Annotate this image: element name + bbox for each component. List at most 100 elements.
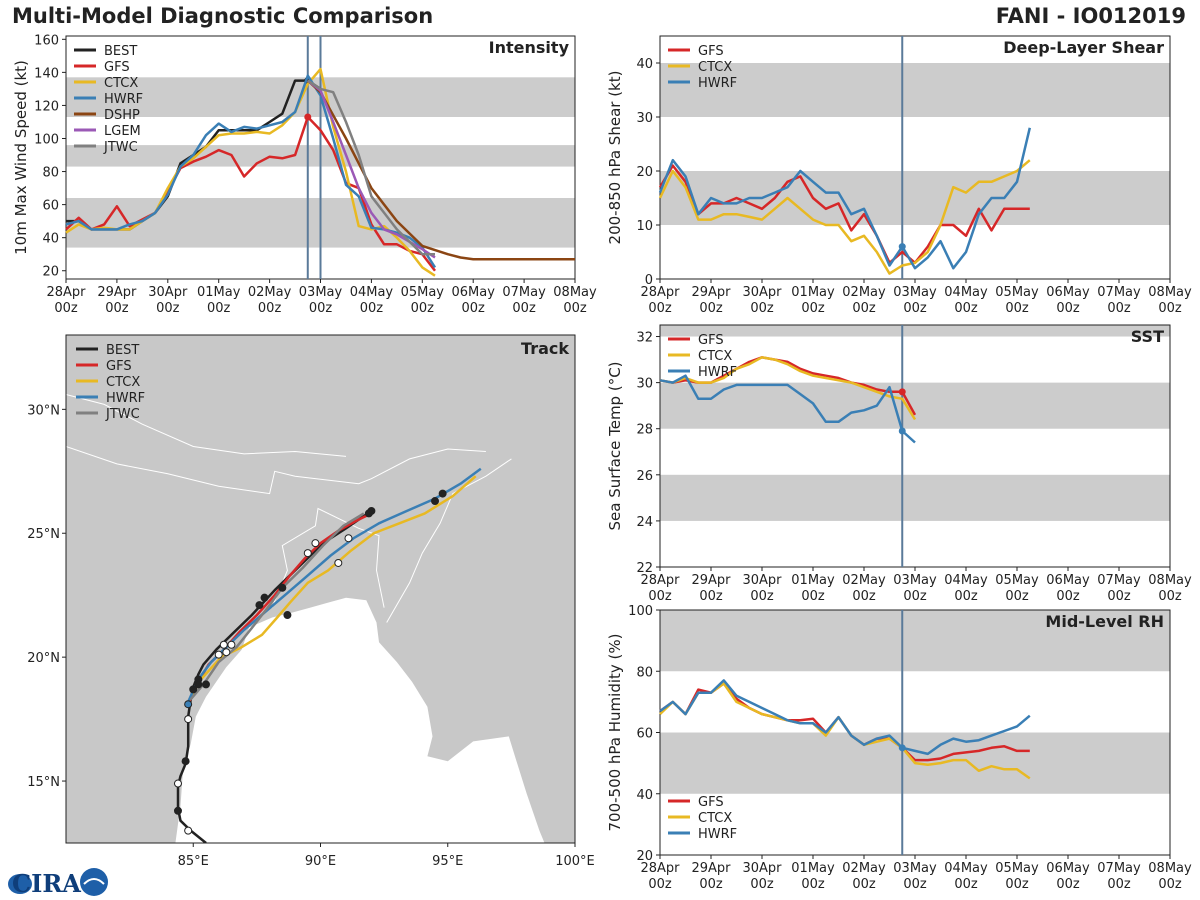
sst-ytick-label: 24 xyxy=(636,515,653,530)
intensity-xtick-sublabel: 00z xyxy=(105,301,129,316)
shear-xtick-sublabel: 00z xyxy=(954,301,978,316)
intensity-xtick-sublabel: 00z xyxy=(156,301,180,316)
rh-legend-label: HWRF xyxy=(698,827,737,842)
rh-xtick-label: 28Apr xyxy=(640,861,680,876)
intensity-ylabel: 10m Max Wind Speed (kt) xyxy=(12,60,30,255)
track-legend-label: CTCX xyxy=(106,375,140,390)
sst-xtick-sublabel: 00z xyxy=(1107,589,1131,604)
rh-xtick-sublabel: 00z xyxy=(1056,877,1080,892)
shear-xtick-label: 06May xyxy=(1046,285,1090,300)
rh-band xyxy=(660,610,1170,672)
rh-xtick-sublabel: 00z xyxy=(648,877,672,892)
track-position-marker xyxy=(260,593,269,602)
sst-xtick-label: 03May xyxy=(893,573,937,588)
sst-xtick-sublabel: 00z xyxy=(801,589,825,604)
rh-xtick-label: 05May xyxy=(995,861,1039,876)
shear-xtick-label: 29Apr xyxy=(691,285,731,300)
rh-xtick-label: 29Apr xyxy=(691,861,731,876)
track-position-marker xyxy=(189,685,198,694)
shear-ytick-label: 0 xyxy=(645,273,653,288)
shear-xtick-label: 08May xyxy=(1148,285,1192,300)
intensity-xtick-label: 06May xyxy=(451,285,495,300)
track-ytick-label: 15°N xyxy=(27,775,60,790)
sst-band xyxy=(660,325,1170,337)
track-legend-label: BEST xyxy=(106,343,139,358)
track-position-marker xyxy=(334,558,343,567)
shear-xtick-sublabel: 00z xyxy=(852,301,876,316)
intensity-xtick-label: 28Apr xyxy=(46,285,86,300)
rh-xtick-label: 06May xyxy=(1046,861,1090,876)
shear-xtick-label: 03May xyxy=(893,285,937,300)
intensity-xtick-label: 08May xyxy=(553,285,597,300)
intensity-xtick-label: 29Apr xyxy=(97,285,137,300)
shear-xtick-sublabel: 00z xyxy=(1158,301,1182,316)
sst-ytick-label: 30 xyxy=(636,377,653,392)
sst-xtick-label: 06May xyxy=(1046,573,1090,588)
shear-xtick-label: 07May xyxy=(1097,285,1141,300)
shear-ylabel: 200-850 hPa Shear (kt) xyxy=(606,71,624,245)
shear-xtick-label: 28Apr xyxy=(640,285,680,300)
rh-xtick-label: 02May xyxy=(842,861,886,876)
intensity-xtick-sublabel: 00z xyxy=(258,301,282,316)
track-panel: 85°E 90°E 95°E 100°E 15°N 20°N 25°N 30°N Track BE… xyxy=(27,334,595,869)
rh-xtick-sublabel: 00z xyxy=(801,877,825,892)
intensity-ytick-label: 160 xyxy=(34,33,59,48)
track-position-marker xyxy=(344,534,353,543)
track-ytick-label: 25°N xyxy=(27,527,60,542)
intensity-legend-label: GFS xyxy=(104,60,130,75)
border-line xyxy=(66,394,347,457)
sst-xtick-label: 29Apr xyxy=(691,573,731,588)
track-legend-label: HWRF xyxy=(106,391,145,406)
rh-xtick-label: 01May xyxy=(791,861,835,876)
intensity-ytick-label: 120 xyxy=(34,99,59,114)
sst-xtick-sublabel: 00z xyxy=(852,589,876,604)
intensity-xtick-sublabel: 00z xyxy=(411,301,435,316)
rh-title: Mid-Level RH xyxy=(1045,612,1164,631)
sst-legend-label: CTCX xyxy=(698,349,732,364)
shear-xtick-sublabel: 00z xyxy=(1005,301,1029,316)
intensity-xtick-sublabel: 00z xyxy=(207,301,231,316)
intensity-xtick-sublabel: 00z xyxy=(512,301,536,316)
sst-panel: 28Apr00z29Apr00z30Apr00z01May00z02May00z… xyxy=(606,324,1192,604)
shear-xtick-label: 02May xyxy=(842,285,886,300)
rh-panel: 28Apr00z29Apr00z30Apr00z01May00z02May00z… xyxy=(606,604,1192,892)
track-position-marker xyxy=(194,680,203,689)
track-legend-label: GFS xyxy=(106,359,132,374)
shear-xtick-sublabel: 00z xyxy=(699,301,723,316)
sst-xtick-sublabel: 00z xyxy=(954,589,978,604)
track-position-marker xyxy=(181,757,190,766)
shear-dot-hwrf xyxy=(898,243,906,251)
sst-xtick-label: 01May xyxy=(791,573,835,588)
shear-band xyxy=(660,63,1170,117)
track-position-marker xyxy=(311,539,320,548)
shear-legend-label: HWRF xyxy=(698,76,737,91)
track-ytick-label: 30°N xyxy=(27,403,60,418)
rh-legend-label: GFS xyxy=(698,795,724,810)
sst-ytick-label: 22 xyxy=(636,561,653,576)
track-position-marker xyxy=(201,680,210,689)
intensity-xtick-sublabel: 00z xyxy=(462,301,486,316)
sst-xtick-label: 02May xyxy=(842,573,886,588)
track-position-marker xyxy=(303,549,312,558)
shear-xtick-label: 30Apr xyxy=(742,285,782,300)
rh-xtick-sublabel: 00z xyxy=(1158,877,1182,892)
shear-ytick-label: 30 xyxy=(636,111,653,126)
shear-series-ctcx xyxy=(658,159,1031,275)
track-position-marker xyxy=(214,650,223,659)
intensity-xtick-label: 02May xyxy=(248,285,292,300)
track-position-marker xyxy=(367,506,376,515)
logo-text: CIRA xyxy=(12,869,81,898)
shear-legend-label: CTCX xyxy=(698,60,732,75)
intensity-ytick-label: 100 xyxy=(34,132,59,147)
shear-xtick-sublabel: 00z xyxy=(750,301,774,316)
track-position-marker xyxy=(184,826,193,835)
rh-ytick-label: 100 xyxy=(628,604,653,619)
track-position-marker xyxy=(213,847,220,854)
sst-ylabel: Sea Surface Temp (°C) xyxy=(606,361,624,530)
sst-title: SST xyxy=(1131,327,1164,346)
rh-xtick-sublabel: 00z xyxy=(750,877,774,892)
track-position-marker xyxy=(173,806,182,815)
shear-ytick-label: 20 xyxy=(636,165,653,180)
sst-xtick-label: 28Apr xyxy=(640,573,680,588)
